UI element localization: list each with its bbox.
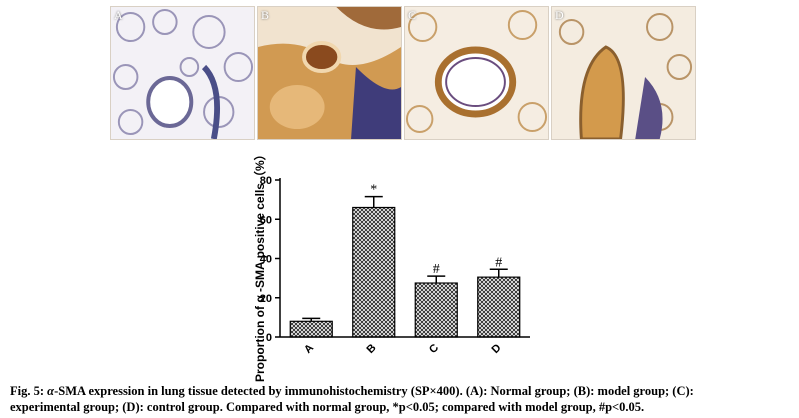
micrograph-panel-d: D xyxy=(551,6,696,140)
micrograph-panel-b: B xyxy=(257,6,402,140)
figure-caption: Fig. 5: α-SMA expression in lung tissue … xyxy=(10,383,790,415)
y-tick-label: 0 xyxy=(266,332,272,344)
x-tick-label: B xyxy=(365,342,379,356)
y-tick-label: 60 xyxy=(260,214,272,226)
significance-mark: * xyxy=(370,183,377,198)
panel-label: D xyxy=(555,8,564,22)
panel-label: A xyxy=(114,8,123,22)
caption-alpha: α xyxy=(47,384,55,398)
x-tick-label: A xyxy=(302,342,316,356)
caption-line2: experimental group; (D): control group. … xyxy=(10,400,645,414)
y-axis-label: Proportion of α -SMA positive cells（%） xyxy=(252,148,267,382)
micrograph-panel-a: A xyxy=(110,6,255,140)
x-tick-label: C xyxy=(427,342,441,356)
y-tick-label: 80 xyxy=(260,175,272,187)
bar-A xyxy=(289,320,333,338)
caption-lead: Fig. 5: xyxy=(10,384,48,398)
bars: * # # xyxy=(289,183,521,338)
significance-mark: # xyxy=(433,262,440,277)
significance-mark: # xyxy=(495,255,502,270)
x-tick-labels: A B C D xyxy=(302,342,504,356)
micrograph-panels: A B C D xyxy=(110,6,696,140)
micrograph-panel-c: C xyxy=(404,6,549,140)
bar-chart: Proportion of α -SMA positive cells（%） 0… xyxy=(252,148,530,382)
bar-B xyxy=(352,206,396,338)
bar-D xyxy=(477,276,521,338)
panel-label: C xyxy=(408,8,417,22)
x-tick-label: D xyxy=(490,342,504,356)
y-tick-label: 20 xyxy=(260,293,272,305)
caption-line1: -SMA expression in lung tissue detected … xyxy=(54,384,694,398)
bar-C xyxy=(414,282,458,338)
panel-label: B xyxy=(261,8,270,22)
y-ticks: 0 20 40 60 80 xyxy=(260,175,280,344)
y-tick-label: 40 xyxy=(260,254,272,266)
